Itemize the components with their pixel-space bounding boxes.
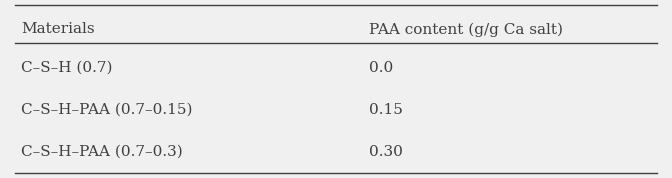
Text: 0.0: 0.0 <box>370 61 394 75</box>
Text: Materials: Materials <box>22 22 95 36</box>
Text: PAA content (g/g Ca salt): PAA content (g/g Ca salt) <box>370 22 563 37</box>
Text: C–S–H–PAA (0.7–0.3): C–S–H–PAA (0.7–0.3) <box>22 145 183 159</box>
Text: C–S–H–PAA (0.7–0.15): C–S–H–PAA (0.7–0.15) <box>22 103 193 117</box>
Text: C–S–H (0.7): C–S–H (0.7) <box>22 61 113 75</box>
Text: 0.30: 0.30 <box>370 145 403 159</box>
Text: 0.15: 0.15 <box>370 103 403 117</box>
